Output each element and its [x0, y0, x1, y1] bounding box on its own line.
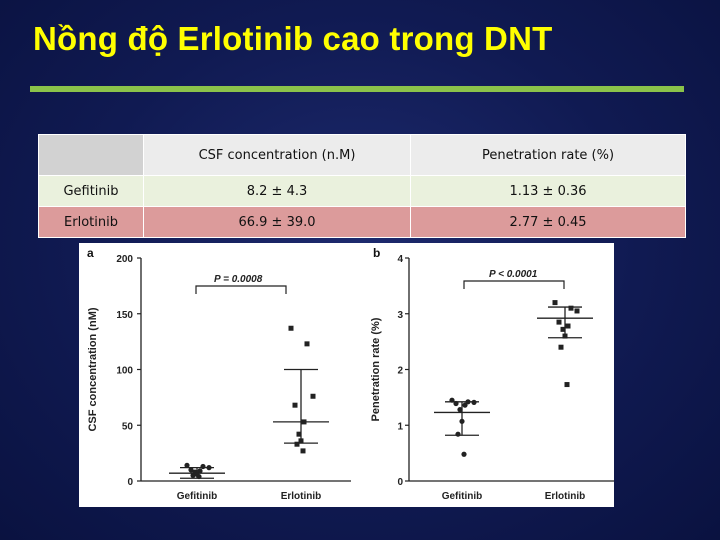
data-point: [455, 431, 461, 437]
slide-title: Nồng độ Erlotinib cao trong DNT: [33, 20, 553, 57]
cell-rate-value: 1.13 ± 0.36: [410, 175, 686, 207]
y-tick-label: 3: [397, 310, 403, 321]
title-divider: [30, 86, 684, 92]
data-point: [200, 463, 206, 470]
y-tick-label: 1: [397, 421, 403, 432]
data-point: [562, 333, 568, 339]
chart-panel: a 0 50 100 150 200 CSF concentration (nM) Gefit…: [79, 243, 614, 507]
y-tick-label: 0: [397, 477, 403, 488]
data-point: [188, 467, 194, 473]
data-point: [304, 341, 310, 347]
data-point: [565, 323, 571, 329]
data-point: [471, 399, 477, 405]
data-point: [459, 418, 465, 424]
data-point: [552, 300, 558, 306]
data-point: [184, 462, 190, 468]
y-axis-label: CSF concentration (nM): [87, 307, 99, 431]
data-point: [206, 465, 212, 471]
table-header-row: CSF concentration (n.M) Penetration rate…: [38, 134, 686, 176]
data-point: [568, 305, 574, 311]
data-point: [196, 473, 202, 480]
data-point: [292, 402, 298, 408]
data-point: [453, 400, 459, 407]
data-point: [296, 431, 302, 437]
x-category-label: Gefitinib: [177, 491, 218, 502]
header-cell-empty: [38, 134, 144, 176]
p-value-label: P = 0.0008: [214, 274, 263, 285]
cell-drug-name: Gefitinib: [38, 175, 144, 207]
panel-letter: b: [373, 246, 380, 260]
x-category-label: Erlotinib: [281, 491, 322, 502]
panel-letter: a: [87, 246, 94, 260]
header-csf-concentration: CSF concentration (n.M): [143, 134, 411, 176]
data-point: [300, 448, 306, 454]
y-tick-label: 2: [397, 366, 403, 377]
p-value-label: P < 0.0001: [489, 269, 538, 280]
cell-rate-value: 2.77 ± 0.45: [410, 206, 686, 238]
data-point: [294, 441, 300, 447]
y-tick-label: 4: [397, 254, 403, 265]
header-penetration-rate: Penetration rate (%): [410, 134, 686, 176]
data-point: [288, 325, 294, 331]
y-axis-label: Penetration rate (%): [370, 317, 382, 421]
x-category-label: Gefitinib: [442, 491, 483, 502]
data-point: [558, 344, 564, 350]
data-point: [560, 326, 566, 332]
y-tick-label: 100: [116, 366, 133, 377]
scatter-charts: a 0 50 100 150 200 CSF concentration (nM) Gefit…: [87, 246, 614, 502]
data-point: [461, 451, 467, 457]
data-point: [574, 308, 580, 314]
data-point: [298, 438, 304, 444]
data-point: [190, 472, 196, 479]
data-point: [564, 382, 570, 388]
y-tick-label: 150: [116, 310, 133, 321]
y-tick-label: 50: [122, 421, 134, 432]
table-row-erlotinib: Erlotinib 66.9 ± 39.0 2.77 ± 0.45: [38, 206, 686, 238]
cell-csf-value: 66.9 ± 39.0: [143, 206, 411, 238]
comparison-table: CSF concentration (n.M) Penetration rate…: [38, 134, 686, 238]
data-point: [301, 419, 307, 425]
y-tick-label: 200: [116, 254, 133, 265]
data-point: [197, 468, 203, 474]
data-point: [465, 399, 471, 405]
x-category-label: Erlotinib: [545, 491, 586, 502]
data-point: [556, 319, 562, 325]
significance-bracket: [195, 285, 287, 294]
y-tick-label: 0: [127, 477, 133, 488]
data-point: [462, 402, 468, 408]
data-point: [457, 407, 463, 413]
significance-bracket: [463, 280, 565, 289]
cell-drug-name: Erlotinib: [38, 206, 144, 238]
data-point: [310, 393, 316, 399]
table-row-gefitinib: Gefitinib 8.2 ± 4.3 1.13 ± 0.36: [38, 175, 686, 207]
data-point: [449, 397, 455, 403]
cell-csf-value: 8.2 ± 4.3: [143, 175, 411, 207]
